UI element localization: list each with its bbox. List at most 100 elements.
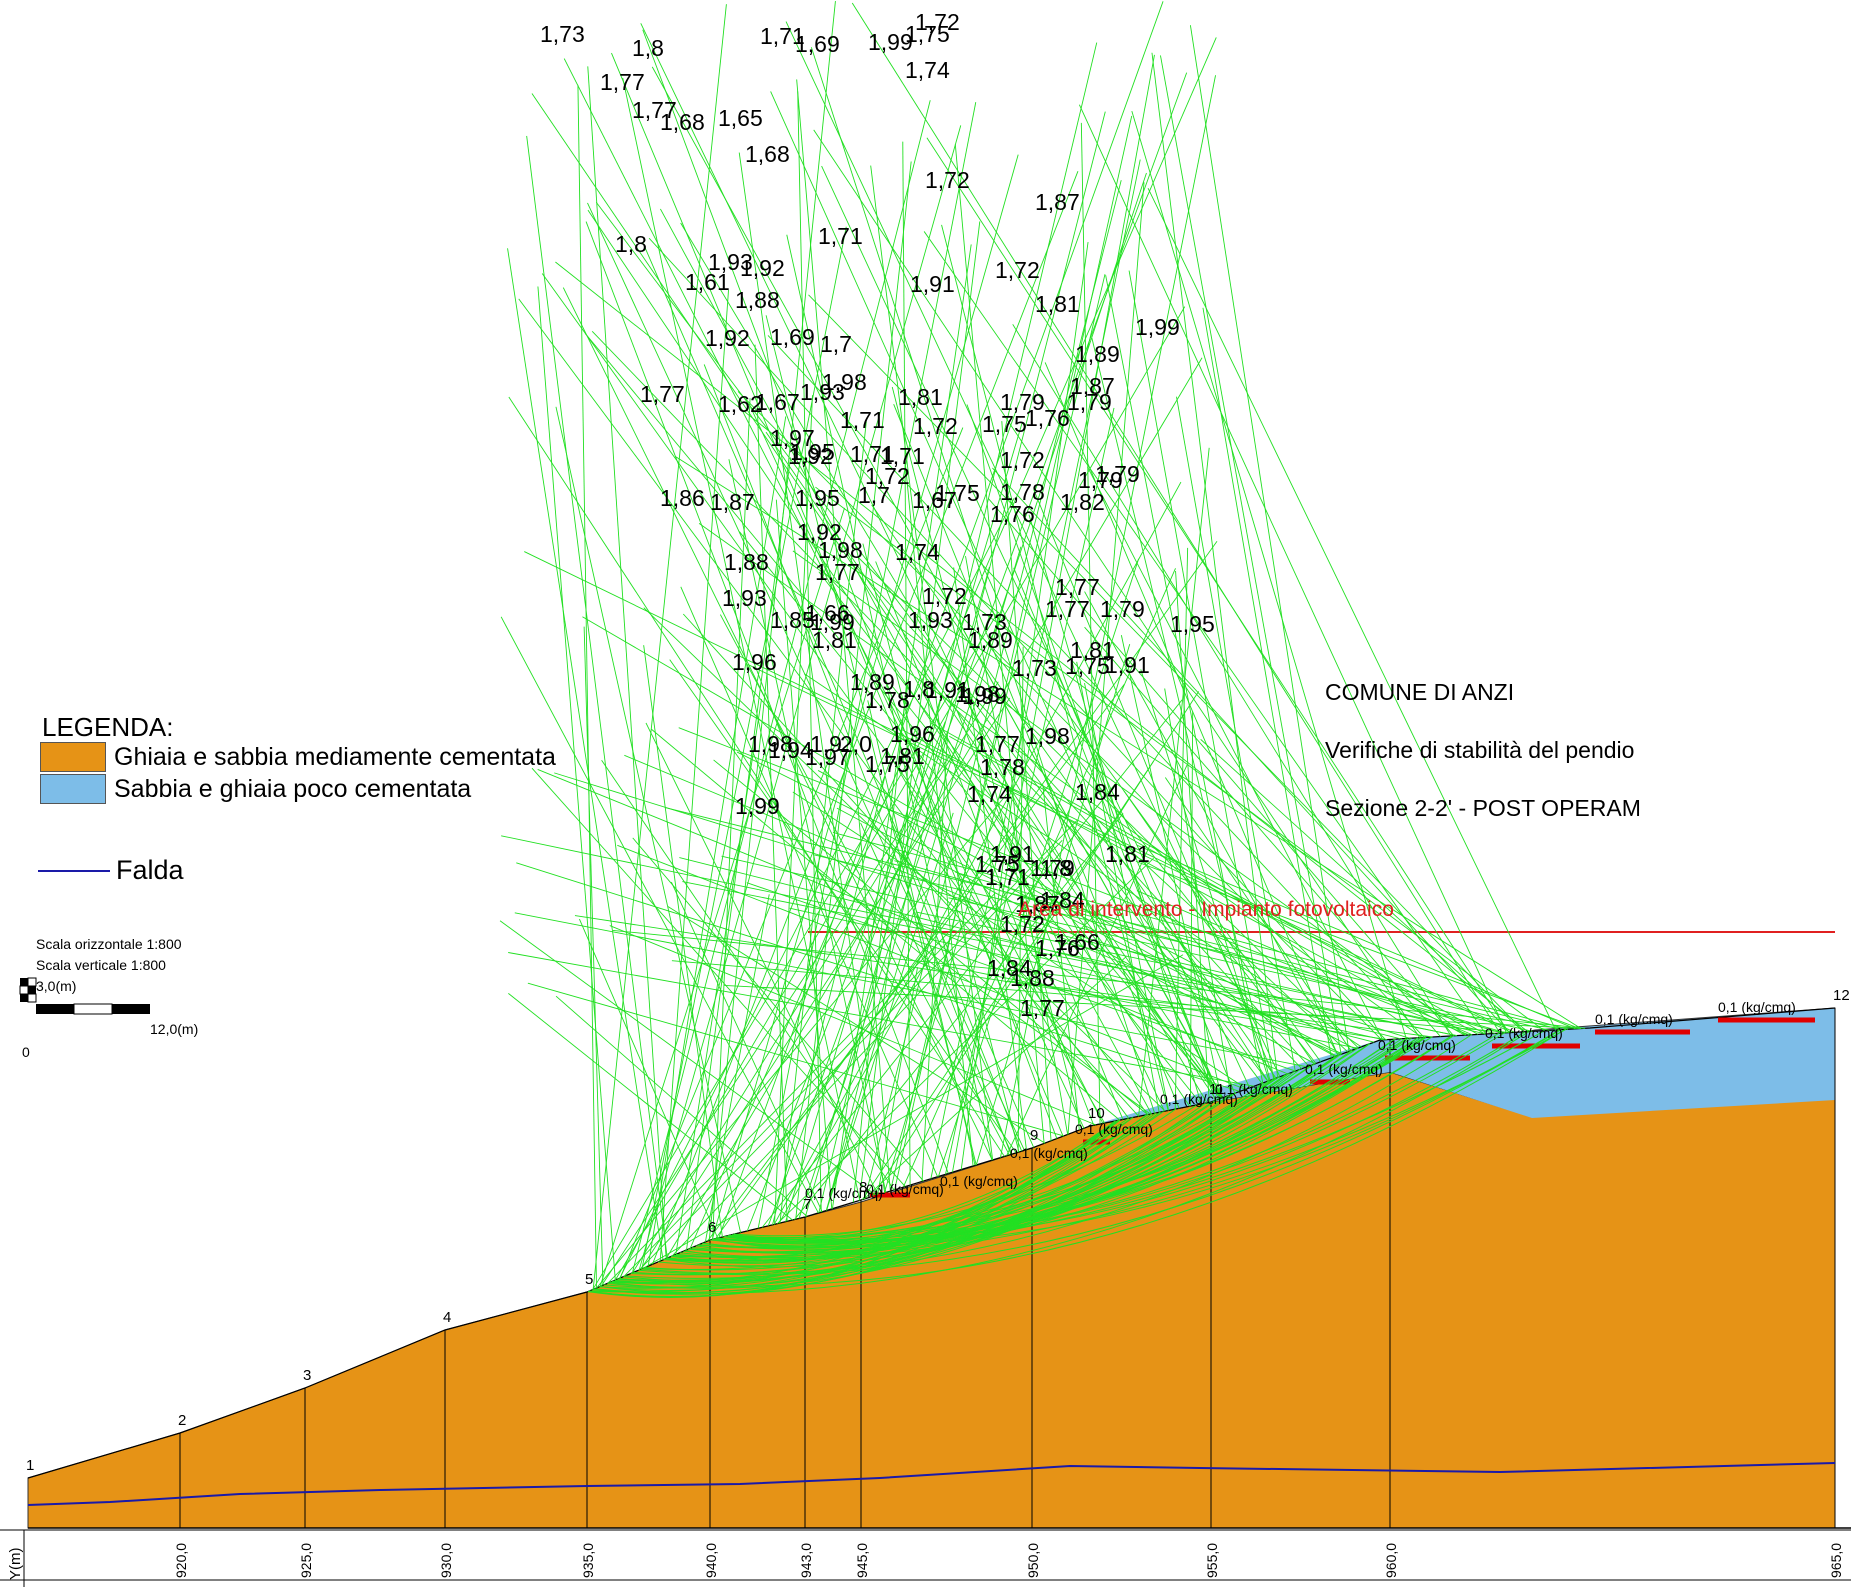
safety-factor-label: 1,75 <box>1065 653 1110 679</box>
node-label: 1 <box>26 1457 34 1474</box>
slip-radius-line <box>583 626 604 1286</box>
safety-factor-label: 1,93 <box>800 379 845 405</box>
safety-factor-label: 1,97 <box>770 425 815 451</box>
node-label: 11 <box>1209 1081 1225 1098</box>
slip-radius-line <box>1189 25 1350 1052</box>
slip-arc <box>688 1038 1396 1253</box>
slip-radius-line <box>707 684 1125 1242</box>
slip-radius-line <box>765 315 977 1166</box>
slip-radius-line <box>642 29 1058 1139</box>
safety-factor-label: 1,67 <box>912 487 957 513</box>
sand-layer-upper <box>1090 1008 1835 1126</box>
slip-radius-line <box>1001 421 1052 1141</box>
slip-radius-line <box>921 734 948 1182</box>
node-label: 6 <box>708 1219 716 1236</box>
load-labels: 0,1 (kg/cmq)0,1 (kg/cmq)0,1 (kg/cmq)0,1 … <box>805 999 1796 1201</box>
safety-factor-label: 1,72 <box>1000 447 1045 473</box>
slip-arc <box>599 1114 1147 1291</box>
slip-radius-line <box>889 274 1106 1192</box>
slip-radius-line <box>1017 646 1024 1153</box>
safety-factor-label: 1,79 <box>1030 855 1075 881</box>
slip-radius-line <box>1059 702 1322 1063</box>
legend-item-sand: Sabbia e ghiaia poco cementata <box>40 774 471 804</box>
slip-radius-line <box>862 760 1154 1200</box>
slip-radius-line <box>624 754 1342 1055</box>
safety-factor-label: 1,76 <box>990 501 1035 527</box>
safety-factor-label: 1,97 <box>805 744 850 770</box>
node-label: 8 <box>859 1179 867 1196</box>
slip-radius-line <box>1076 661 1160 1113</box>
safety-factor-label: 1,99 <box>735 793 780 819</box>
slip-arc <box>695 1082 1264 1254</box>
slip-radius-line <box>818 571 1222 1099</box>
legend-item-gravel: Ghiaia e sabbia mediamente cementata <box>40 742 556 772</box>
safety-factor-label: 1,79 <box>1100 596 1145 622</box>
safety-factor-label: 1,95 <box>790 439 835 465</box>
slip-radius-line <box>902 568 1176 1188</box>
slip-radius-line <box>609 925 1096 1126</box>
slip-radius-line <box>826 812 954 1211</box>
safety-factor-label: 1,78 <box>980 754 1025 780</box>
node-label: 9 <box>1030 1127 1038 1144</box>
axis-tick-label: 935,0 <box>580 1543 596 1578</box>
slip-radius-line <box>767 335 1425 1038</box>
slip-radius-line <box>500 616 819 1214</box>
node-label: 7 <box>803 1196 811 1213</box>
safety-factor-label: 1,84 <box>1075 779 1120 805</box>
slip-radius-line <box>680 222 1208 1104</box>
slip-radius-line <box>651 729 1121 1121</box>
safety-factor-label: 1,98 <box>748 731 793 757</box>
slip-radius-line <box>718 1 1164 1239</box>
legend-item-water-table: Falda <box>38 855 184 886</box>
slip-radius-line <box>738 152 886 1193</box>
safety-factor-label: 1,87 <box>1070 373 1115 399</box>
slip-radius-line <box>999 75 1216 1158</box>
safety-factor-label: 1,77 <box>815 559 860 585</box>
legend-swatch-sand <box>40 774 106 804</box>
safety-factor-label: 1,89 <box>968 627 1013 653</box>
slip-radius-line <box>818 871 1151 1115</box>
slip-radius-line <box>508 952 1255 1087</box>
safety-factor-label: 1,79 <box>1078 467 1123 493</box>
slip-radius-line <box>1084 626 1441 1037</box>
slip-radius-line <box>902 141 911 1186</box>
slip-radius-line <box>779 421 867 1224</box>
safety-factor-label: 1,68 <box>745 141 790 167</box>
slip-radius-line <box>675 698 762 1255</box>
safety-factor-label: 1,9 <box>810 731 842 757</box>
slip-radius-line <box>941 224 1169 1111</box>
safety-factor-label: 1,71 <box>850 441 895 467</box>
safety-factor-label: 1,78 <box>865 687 910 713</box>
safety-factor-label: 1,89 <box>850 669 895 695</box>
slip-radius-line <box>954 144 1045 1144</box>
load-label: 0,1 (kg/cmq) <box>1160 1091 1238 1107</box>
slip-arc <box>589 1119 1120 1298</box>
safety-factor-label: 1,71 <box>880 443 925 469</box>
safety-factor-label: 1,81 <box>1070 637 1115 663</box>
slip-radius-line <box>1158 909 1269 1082</box>
slip-radius-line <box>987 498 1455 1037</box>
scale-origin-label: 0 <box>22 1044 30 1060</box>
slip-arc <box>734 1104 1198 1237</box>
slip-radius-line <box>622 77 861 1201</box>
slip-radius-line <box>1200 739 1524 1033</box>
slip-radius-line <box>813 129 1421 1038</box>
slip-radius-line <box>863 956 1127 1200</box>
safety-factor-label: 1,74 <box>895 539 940 565</box>
safety-factor-label: 1,69 <box>770 324 815 350</box>
slip-radius-line <box>577 84 597 1288</box>
title-comune: COMUNE DI ANZI <box>1325 679 1515 705</box>
slip-radius-line <box>619 497 1015 1279</box>
slip-radius-line <box>941 964 1358 1049</box>
slip-arc <box>729 1119 1119 1239</box>
slip-radius-line <box>623 892 996 1277</box>
slip-radius-line <box>938 558 1140 1177</box>
slip-arc <box>698 1037 1412 1248</box>
scale-bar <box>19 977 150 1015</box>
safety-factor-label: 1,71 <box>818 223 863 249</box>
slip-radius-line <box>555 406 742 1233</box>
intervention-area-label: Area di intervento - Impianto fotovoltai… <box>1018 898 1394 921</box>
slip-radius-line <box>754 344 788 1222</box>
slip-radius-line <box>798 172 1147 1219</box>
load-label: 0,1 (kg/cmq) <box>1595 1011 1673 1027</box>
